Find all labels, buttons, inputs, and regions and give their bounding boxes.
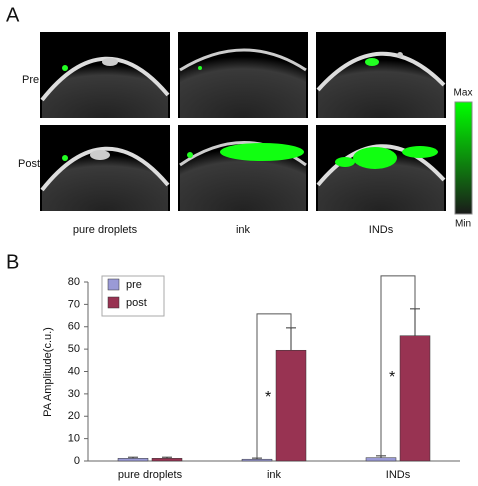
us-image	[178, 32, 308, 118]
us-image	[40, 125, 170, 211]
colorbar-max: Max	[454, 88, 473, 99]
us-image	[40, 32, 170, 118]
legend-label: pre	[126, 279, 142, 291]
us-image	[316, 125, 446, 211]
significance-mark: *	[265, 389, 271, 406]
panel-label: A	[6, 4, 20, 26]
significance-bracket	[380, 275, 416, 456]
y-tick-label: 70	[68, 298, 80, 310]
y-tick-label: 30	[68, 388, 80, 400]
significance-bracket	[256, 313, 292, 459]
y-tick-label: 60	[68, 321, 80, 333]
bar	[241, 458, 273, 462]
y-tick-label: 0	[74, 455, 80, 467]
y-tick-label: 20	[68, 410, 80, 422]
bar	[117, 458, 149, 462]
colorbar	[454, 101, 473, 215]
y-axis-label: PA Amplitude(c.u.)	[42, 327, 54, 417]
significance-mark: *	[389, 369, 395, 386]
legend-label: post	[126, 297, 147, 309]
y-tick-label: 40	[68, 365, 80, 377]
column-label: INDs	[369, 224, 394, 236]
panel-label: B	[6, 251, 19, 273]
column-label: pure droplets	[73, 224, 138, 236]
y-tick-label: 80	[68, 276, 80, 288]
image-grid	[40, 32, 446, 211]
y-tick-label: 50	[68, 343, 80, 355]
row-label: Pre	[22, 74, 39, 86]
bar	[151, 458, 183, 462]
legend-swatch	[107, 278, 120, 291]
us-image	[178, 125, 308, 211]
colorbar-min: Min	[455, 219, 471, 230]
x-tick-label: ink	[267, 469, 282, 481]
legend-swatch	[107, 296, 120, 309]
y-tick-label: 10	[68, 433, 80, 445]
bar	[399, 335, 431, 462]
column-label: ink	[236, 224, 251, 236]
bar	[275, 349, 307, 462]
bar	[365, 457, 397, 462]
row-label: Post	[18, 158, 40, 170]
x-tick-label: pure droplets	[118, 469, 183, 481]
x-tick-label: INDs	[386, 469, 411, 481]
us-image	[316, 32, 446, 118]
